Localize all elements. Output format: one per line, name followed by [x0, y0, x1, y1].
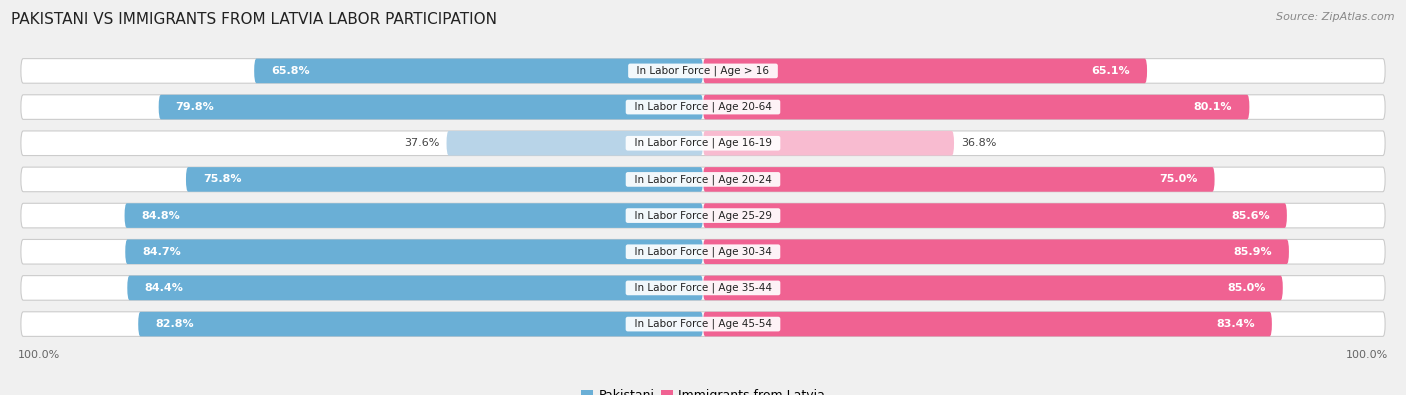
FancyBboxPatch shape	[703, 312, 1272, 337]
Text: In Labor Force | Age 45-54: In Labor Force | Age 45-54	[627, 319, 779, 329]
Text: In Labor Force | Age 20-64: In Labor Force | Age 20-64	[628, 102, 778, 112]
Text: 65.8%: 65.8%	[271, 66, 309, 76]
FancyBboxPatch shape	[447, 131, 703, 156]
Text: 100.0%: 100.0%	[1347, 350, 1389, 361]
Text: 36.8%: 36.8%	[960, 138, 997, 148]
FancyBboxPatch shape	[128, 276, 703, 300]
FancyBboxPatch shape	[125, 203, 703, 228]
FancyBboxPatch shape	[703, 203, 1286, 228]
FancyBboxPatch shape	[703, 58, 1147, 83]
FancyBboxPatch shape	[703, 95, 1250, 119]
Text: 84.4%: 84.4%	[145, 283, 183, 293]
FancyBboxPatch shape	[703, 131, 955, 156]
Text: Source: ZipAtlas.com: Source: ZipAtlas.com	[1277, 12, 1395, 22]
FancyBboxPatch shape	[21, 276, 1385, 300]
FancyBboxPatch shape	[703, 167, 1215, 192]
Text: 37.6%: 37.6%	[405, 138, 440, 148]
FancyBboxPatch shape	[21, 167, 1385, 192]
Text: 100.0%: 100.0%	[17, 350, 59, 361]
Text: In Labor Force | Age > 16: In Labor Force | Age > 16	[630, 66, 776, 76]
Text: 65.1%: 65.1%	[1091, 66, 1130, 76]
Text: 75.0%: 75.0%	[1159, 175, 1198, 184]
Text: 84.7%: 84.7%	[142, 247, 181, 257]
Text: 82.8%: 82.8%	[155, 319, 194, 329]
FancyBboxPatch shape	[21, 131, 1385, 156]
FancyBboxPatch shape	[703, 276, 1282, 300]
FancyBboxPatch shape	[138, 312, 703, 337]
FancyBboxPatch shape	[186, 167, 703, 192]
FancyBboxPatch shape	[159, 95, 703, 119]
FancyBboxPatch shape	[21, 58, 1385, 83]
FancyBboxPatch shape	[254, 58, 703, 83]
Text: In Labor Force | Age 30-34: In Labor Force | Age 30-34	[628, 246, 778, 257]
Text: 80.1%: 80.1%	[1194, 102, 1232, 112]
Legend: Pakistani, Immigrants from Latvia: Pakistani, Immigrants from Latvia	[576, 384, 830, 395]
Text: 85.9%: 85.9%	[1233, 247, 1272, 257]
Text: 85.0%: 85.0%	[1227, 283, 1265, 293]
FancyBboxPatch shape	[21, 95, 1385, 119]
Text: 84.8%: 84.8%	[142, 211, 180, 220]
Text: PAKISTANI VS IMMIGRANTS FROM LATVIA LABOR PARTICIPATION: PAKISTANI VS IMMIGRANTS FROM LATVIA LABO…	[11, 12, 498, 27]
FancyBboxPatch shape	[21, 203, 1385, 228]
Text: 85.6%: 85.6%	[1232, 211, 1270, 220]
Text: In Labor Force | Age 20-24: In Labor Force | Age 20-24	[628, 174, 778, 185]
FancyBboxPatch shape	[125, 239, 703, 264]
Text: 75.8%: 75.8%	[202, 175, 242, 184]
Text: In Labor Force | Age 16-19: In Labor Force | Age 16-19	[627, 138, 779, 149]
FancyBboxPatch shape	[703, 239, 1289, 264]
FancyBboxPatch shape	[21, 312, 1385, 337]
Text: In Labor Force | Age 35-44: In Labor Force | Age 35-44	[627, 283, 779, 293]
Text: 83.4%: 83.4%	[1216, 319, 1254, 329]
Text: 79.8%: 79.8%	[176, 102, 215, 112]
Text: In Labor Force | Age 25-29: In Labor Force | Age 25-29	[627, 210, 779, 221]
FancyBboxPatch shape	[21, 239, 1385, 264]
